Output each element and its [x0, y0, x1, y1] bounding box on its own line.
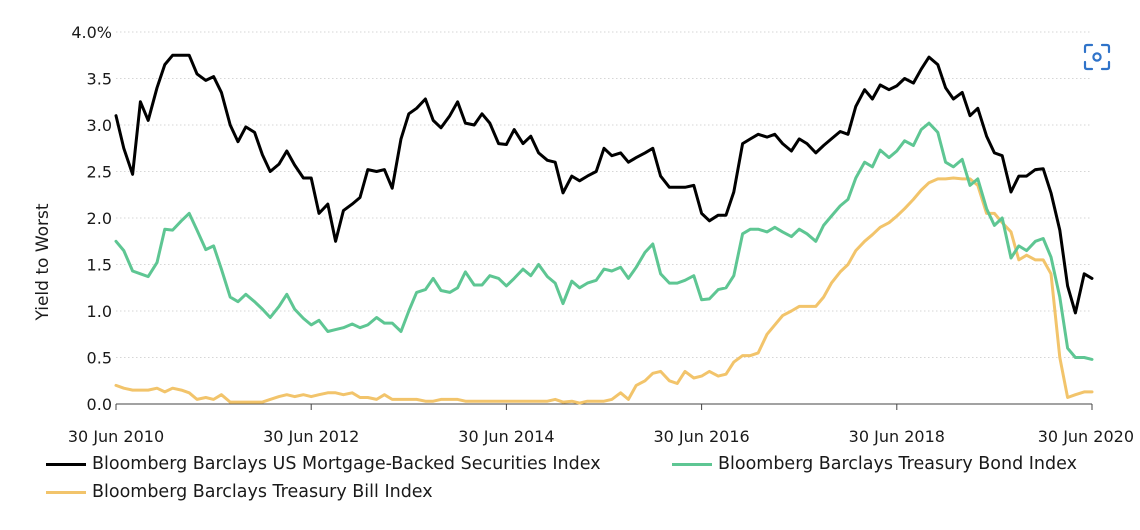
- x-tick-label: 30 Jun 2016: [653, 427, 749, 446]
- legend-item-mbs: Bloomberg Barclays US Mortgage-Backed Se…: [46, 454, 601, 474]
- y-tick-label: 0.5: [87, 349, 112, 368]
- x-tick-label: 30 Jun 2010: [68, 427, 164, 446]
- legend-swatch-mbs: [46, 462, 86, 466]
- legend-label-mbs: Bloomberg Barclays US Mortgage-Backed Se…: [92, 454, 601, 474]
- y-tick-label: 1.5: [87, 256, 112, 275]
- y-tick-label: 3.5: [87, 70, 112, 89]
- y-tick-label: 2.0: [87, 209, 112, 228]
- legend-item-treasury-bond: Bloomberg Barclays Treasury Bond Index: [672, 454, 1077, 474]
- legend-label-treasury-bill: Bloomberg Barclays Treasury Bill Index: [92, 482, 433, 502]
- scan-icon[interactable]: [1082, 42, 1112, 72]
- y-axis-ticks: 0.0 0.5 1.0 1.5 2.0 2.5 3.0 3.5 4.0%: [71, 23, 112, 414]
- legend-swatch-treasury-bond: [672, 462, 712, 466]
- x-tick-label: 30 Jun 2020: [1038, 427, 1134, 446]
- legend-swatch-treasury-bill: [46, 490, 86, 494]
- y-tick-label: 0.0: [87, 395, 112, 414]
- y-tick-label: 4.0%: [71, 23, 112, 42]
- series-lines: [114, 53, 1094, 405]
- legend: Bloomberg Barclays US Mortgage-Backed Se…: [46, 454, 1126, 514]
- y-tick-label: 1.0: [87, 302, 112, 321]
- y-axis-label: Yield to Worst: [33, 203, 53, 321]
- scan-icon-graphic: [1083, 43, 1111, 71]
- series-line-mbs: [114, 53, 1094, 315]
- x-tick-label: 30 Jun 2014: [458, 427, 554, 446]
- series-line-treasury-bond: [114, 121, 1094, 361]
- series-line-treasury-bill: [114, 176, 1094, 405]
- y-tick-label: 3.0: [87, 116, 112, 135]
- x-axis-ticks: 30 Jun 2010 30 Jun 2012 30 Jun 2014 30 Jun …: [68, 404, 1134, 446]
- x-tick-label: 30 Jun 2018: [849, 427, 945, 446]
- x-tick-label: 30 Jun 2012: [263, 427, 359, 446]
- y-tick-label: 2.5: [87, 163, 112, 182]
- legend-item-treasury-bill: Bloomberg Barclays Treasury Bill Index: [46, 482, 433, 502]
- legend-label-treasury-bond: Bloomberg Barclays Treasury Bond Index: [718, 454, 1077, 474]
